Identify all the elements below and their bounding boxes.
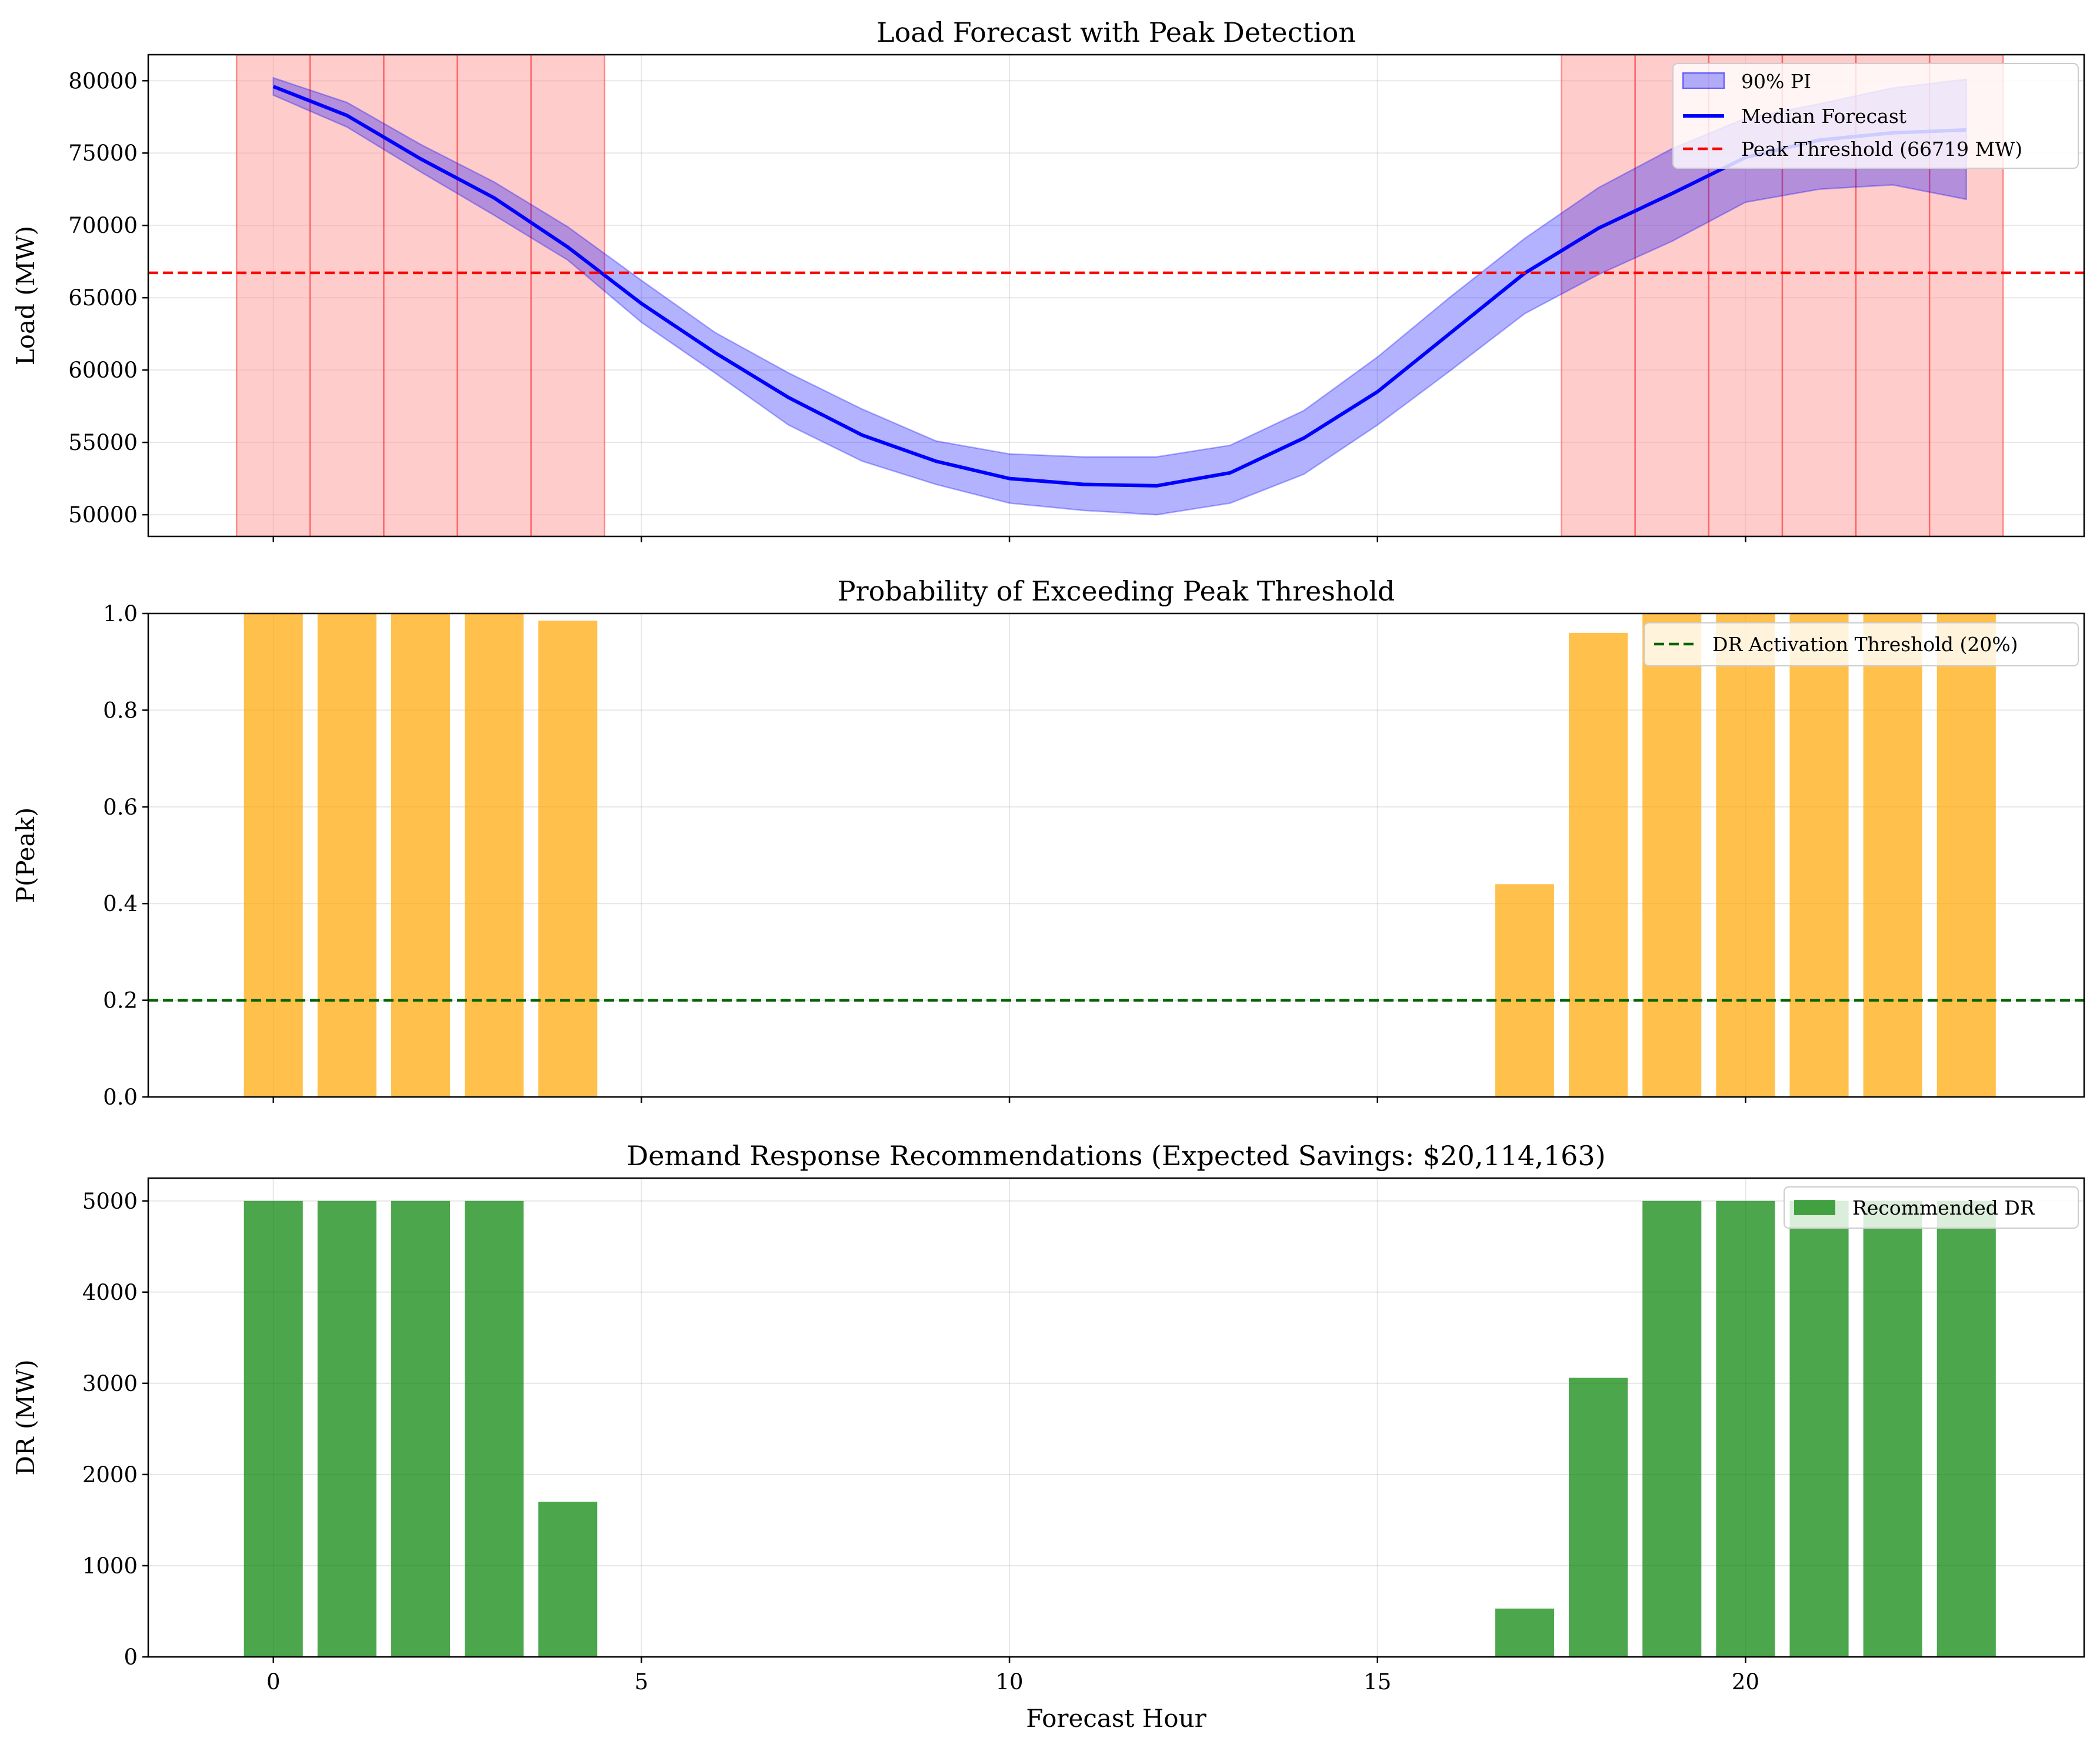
y-axis-label: P(Peak)	[11, 808, 40, 903]
peak-probability-panel: 0.0 0.2 0.4 0.6 0.8 1.0 Probability of Exceedi…	[11, 575, 2085, 1110]
legend-label-median: Median Forecast	[1741, 105, 1906, 128]
x-axis-label: Forecast Hour	[1026, 1704, 1206, 1733]
bar-hour-23	[1936, 1200, 1996, 1657]
bar-hour-0	[244, 1200, 303, 1657]
y-tick-label: 1000	[82, 1553, 138, 1579]
legend-box	[1672, 63, 2079, 169]
bar-hour-0	[244, 613, 303, 1097]
legend-box	[1644, 622, 2079, 666]
bar-hour-19	[1642, 1200, 1702, 1657]
bar-hour-20	[1716, 613, 1775, 1097]
y-tick-label: 70000	[68, 213, 138, 238]
plot-area	[148, 613, 2084, 1097]
bar-hour-19	[1642, 613, 1702, 1097]
bar-hour-17	[1495, 1608, 1555, 1657]
legend-label-threshold: Peak Threshold (66719 MW)	[1741, 138, 2022, 161]
y-tick-label: 75000	[68, 141, 138, 166]
bar-hour-18	[1569, 1378, 1628, 1657]
legend-swatch-pi	[1682, 72, 1725, 89]
chart-title: Demand Response Recommendations (Expecte…	[626, 1140, 1605, 1172]
peak-span-hour-2	[383, 55, 458, 536]
axes-frame	[147, 54, 2085, 538]
y-tick-label: 3000	[82, 1371, 138, 1396]
median-forecast-line	[272, 85, 1966, 488]
axes-frame	[147, 612, 2085, 1098]
y-tick-label: 65000	[68, 285, 138, 311]
y-tick-label: 55000	[68, 430, 138, 455]
x-tick-label: 10	[996, 1669, 1024, 1695]
bar-hour-18	[1569, 632, 1628, 1097]
bar-hour-17	[1495, 884, 1555, 1097]
y-axis-label: DR (MW)	[11, 1359, 40, 1476]
axes-frame	[147, 1177, 2085, 1658]
chart-title: Load Forecast with Peak Detection	[876, 16, 1356, 48]
bar-hour-20	[1716, 1200, 1775, 1657]
y-tick-label: 0.2	[103, 988, 138, 1013]
y-tick-label: 60000	[68, 358, 138, 383]
bar-hour-21	[1789, 613, 1849, 1097]
y-tick-label: 1.0	[103, 601, 138, 626]
y-tick-label: 0.0	[103, 1085, 138, 1110]
bar-hour-2	[391, 613, 451, 1097]
peak-span-hour-18	[1561, 55, 1636, 536]
x-tick-label: 5	[635, 1669, 649, 1695]
bar-hour-23	[1936, 613, 1996, 1097]
plot-area	[244, 1200, 1996, 1657]
y-tick-label: 2000	[82, 1462, 138, 1487]
legend-label-dr: Recommended DR	[1852, 1196, 2035, 1219]
y-tick-label: 0	[124, 1645, 138, 1670]
y-axis-label: Load (MW)	[11, 226, 40, 365]
demand-response-panel: 0 1000 2000 3000 4000 5000 0 5 10 15 20 Demand Resp…	[11, 1140, 2085, 1733]
bar-hour-4	[538, 621, 598, 1097]
peak-span-hour-3	[456, 55, 532, 536]
x-tick-label: 20	[1732, 1669, 1759, 1695]
bar-hour-22	[1863, 1200, 1922, 1657]
bar-hour-22	[1863, 613, 1922, 1097]
peak-span-hour-0	[235, 55, 311, 536]
y-tick-label: 0.6	[103, 795, 138, 820]
bar-hour-3	[465, 1200, 524, 1657]
bar-hour-4	[538, 1502, 598, 1657]
bar-hour-3	[465, 613, 524, 1097]
peak-span-hour-1	[309, 55, 385, 536]
bar-hour-21	[1789, 1200, 1849, 1657]
y-tick-label: 0.8	[103, 698, 138, 723]
legend-label-dr-threshold: DR Activation Threshold (20%)	[1712, 633, 2018, 656]
y-tick-label: 80000	[68, 68, 138, 94]
legend-box	[1784, 1186, 2079, 1229]
x-tick-label: 0	[266, 1669, 281, 1695]
chart-title: Probability of Exceeding Peak Threshold	[838, 575, 1395, 607]
load-forecast-panel: 50000 55000 60000 65000 70000 75000 80000 Load …	[11, 16, 2085, 542]
y-tick-label: 4000	[82, 1280, 138, 1305]
bar-hour-1	[317, 1200, 376, 1657]
legend-swatch-dr	[1794, 1200, 1835, 1215]
x-tick-label: 15	[1364, 1669, 1391, 1695]
y-tick-label: 50000	[68, 502, 138, 528]
bar-hour-2	[391, 1200, 451, 1657]
y-tick-label: 0.4	[103, 891, 138, 916]
peak-span-hour-4	[530, 55, 606, 536]
legend-label-pi: 90% PI	[1741, 70, 1811, 93]
y-tick-label: 5000	[82, 1189, 138, 1214]
bar-hour-1	[317, 613, 376, 1097]
